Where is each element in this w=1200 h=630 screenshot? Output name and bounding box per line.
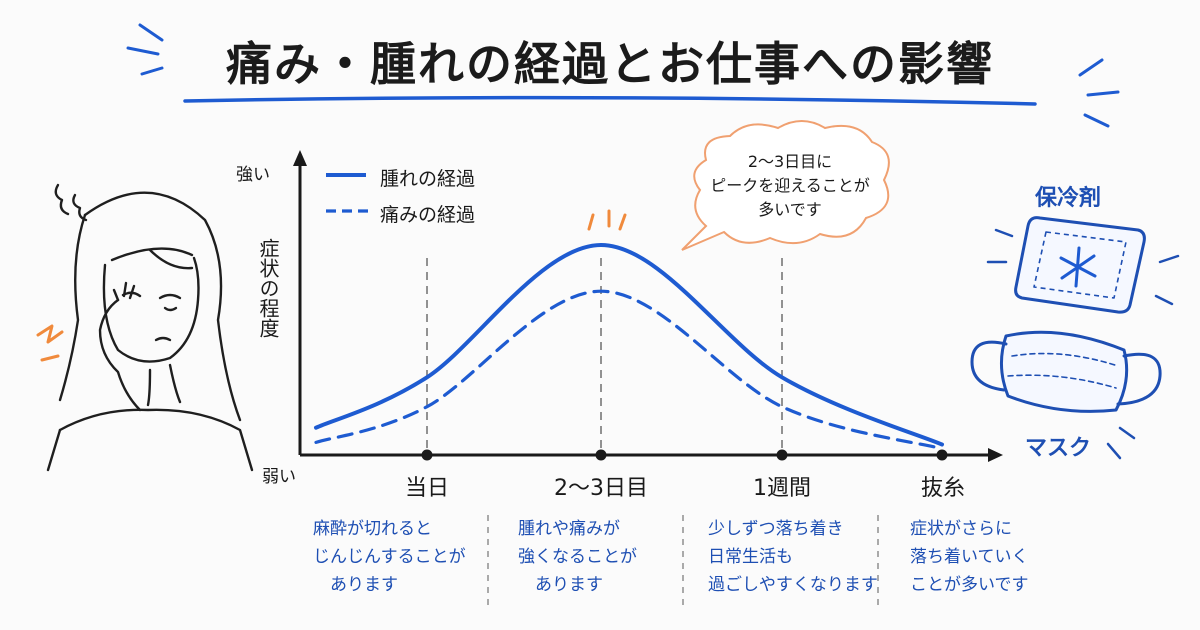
y-axis-title: 症状の程度 [256,238,280,338]
x-tick-dot [595,449,607,461]
pain-zigzag-icon [36,324,64,362]
x-tick-label: 当日 [404,476,449,501]
mask-label: マスク [1025,436,1092,461]
x-tick-dot [421,449,433,461]
swelling-curve [314,242,944,447]
title-sparkle-left [126,23,164,76]
legend-swelling: 腫れの経過 [380,168,476,190]
x-tick-dot [936,449,948,461]
pain-curve [314,289,944,451]
callout-cloud [681,120,890,251]
woman-cheek-pain-icon [46,183,254,472]
y-axis-bottom-label: 弱い [262,467,296,487]
mask-icon [970,330,1162,413]
x-tick-dot [776,449,788,461]
peak-callout-text: 2～3日目に ピークを迎えることが 多いです [710,152,870,219]
ice-pack-label: 保冷剤 [1035,186,1102,211]
peak-accent-icon [587,209,627,231]
title-underline [183,95,1037,106]
note-suture-removal: 症状がさらに 落ち着いていく ことが多いです [910,519,1029,595]
legend-pain: 痛みの経過 [380,204,476,226]
note-week1: 少しずつ落ち着き 日常生活も 過ごしやすくなります [708,519,878,595]
note-day2-3: 腫れや痛みが 強くなることが あります [518,519,637,595]
title-sparkle-right [1078,58,1120,128]
y-axis-top-label: 強い [236,165,270,185]
x-tick-label: 2～3日目 [554,476,648,501]
x-tick-label: 抜糸 [920,476,965,501]
note-day0: 麻酔が切れると じんじんすることが あります [313,519,466,595]
snowflake-icon [1059,246,1097,288]
x-tick-label: 1週間 [753,476,811,501]
page-title: 痛み・腫れの経過とお仕事への影響 [226,37,994,91]
